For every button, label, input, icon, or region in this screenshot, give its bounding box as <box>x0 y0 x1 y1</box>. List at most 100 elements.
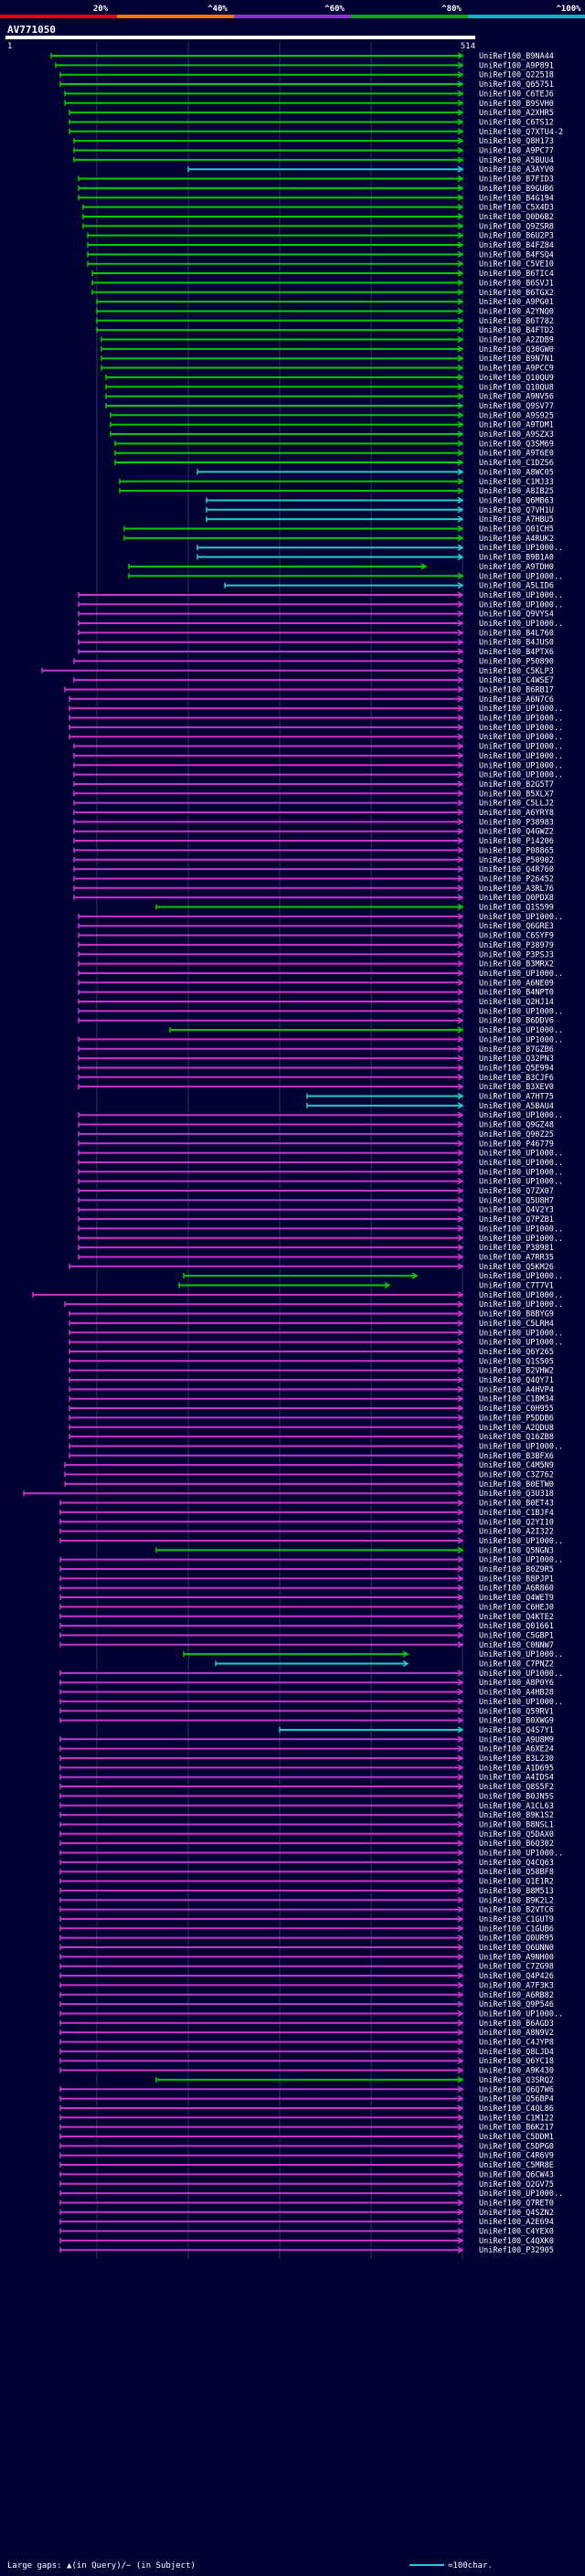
hit-label[interactable]: UniRef100_UP1000.. <box>479 1442 563 1451</box>
hit-label[interactable]: UniRef100_A9P891 <box>479 61 554 70</box>
hit-row[interactable]: UniRef100_A2E694 <box>59 2218 554 2227</box>
hit-row[interactable]: UniRef100_C1GUB6 <box>59 1924 554 1934</box>
hit-row[interactable]: UniRef100_Q5E994 <box>78 1064 554 1073</box>
hit-row[interactable]: UniRef100_C0H955 <box>69 1405 554 1414</box>
hit-label[interactable]: UniRef100_Q8LJD4 <box>479 2048 554 2057</box>
hit-label[interactable]: UniRef100_Q4P426 <box>479 1972 554 1981</box>
hit-row[interactable]: UniRef100_B2VTC6 <box>59 1906 554 1915</box>
hit-row[interactable]: UniRef100_Q0PDX8 <box>73 894 554 903</box>
hit-label[interactable]: UniRef100_UP1000.. <box>479 724 563 733</box>
hit-row[interactable]: UniRef100_Q8LJD4 <box>59 2048 554 2057</box>
hit-label[interactable]: UniRef100_Q6UNN0 <box>479 1944 554 1953</box>
hit-row[interactable]: UniRef100_B7GZB6 <box>78 1045 554 1055</box>
hit-row[interactable]: UniRef100_C0NNW7 <box>59 1641 554 1650</box>
hit-label[interactable]: UniRef100_A3RL76 <box>479 885 554 894</box>
hit-label[interactable]: UniRef100_Q4V2Y3 <box>479 1206 554 1215</box>
hit-row[interactable]: UniRef100_P38981 <box>78 1244 554 1253</box>
hit-label[interactable]: UniRef100_C5LRH4 <box>479 1320 554 1329</box>
hit-row[interactable]: UniRef100_B0ETW0 <box>64 1480 554 1489</box>
hit-label[interactable]: UniRef100_B4FTD2 <box>479 326 554 335</box>
hit-row[interactable]: UniRef100_A9PG01 <box>96 298 554 307</box>
hit-row[interactable]: UniRef100_UP1000.. <box>73 752 563 761</box>
hit-row[interactable]: UniRef100_Q4SZN2 <box>59 2209 554 2218</box>
hit-row[interactable]: UniRef100_B6SVJ1 <box>91 279 554 288</box>
hit-label[interactable]: UniRef100_A2I322 <box>479 1528 554 1537</box>
hit-row[interactable]: UniRef100_Q7RET0 <box>59 2199 554 2208</box>
hit-row[interactable]: UniRef100_P26452 <box>73 875 554 884</box>
hit-row[interactable]: UniRef100_C7PNZ2 <box>215 1660 554 1670</box>
hit-row[interactable]: UniRef100_P3PSJ3 <box>78 950 554 959</box>
hit-row[interactable]: UniRef100_Q65751 <box>59 80 554 90</box>
hit-row[interactable]: UniRef100_B6Q302 <box>59 1839 554 1849</box>
hit-row[interactable]: UniRef100_A9PCC9 <box>101 365 554 374</box>
hit-label[interactable]: UniRef100_Q5DAX0 <box>479 1830 554 1839</box>
hit-row[interactable]: UniRef100_UP1000.. <box>69 733 563 742</box>
hit-label[interactable]: UniRef100_Q58BF8 <box>479 1868 554 1877</box>
hit-label[interactable]: UniRef100_C6TEJ6 <box>479 90 554 99</box>
hit-label[interactable]: UniRef100_B0ET43 <box>479 1500 554 1509</box>
hit-label[interactable]: UniRef100_P38981 <box>479 1244 554 1253</box>
hit-label[interactable]: UniRef100_A8IB25 <box>479 487 554 496</box>
hit-row[interactable]: UniRef100_B4FSQ4 <box>87 250 554 260</box>
hit-label[interactable]: UniRef100_UP1000.. <box>479 1168 563 1177</box>
hit-row[interactable]: UniRef100_A9TDH0 <box>128 563 554 572</box>
hit-label[interactable]: UniRef100_B6AGD3 <box>479 2019 554 2029</box>
hit-label[interactable]: UniRef100_UP1000.. <box>479 1698 563 1707</box>
hit-label[interactable]: UniRef100_A5LID6 <box>479 582 554 591</box>
hit-label[interactable]: UniRef100_Q6Y265 <box>479 1348 554 1357</box>
hit-label[interactable]: UniRef100_Q8H173 <box>479 137 554 146</box>
hit-row[interactable]: UniRef100_B8NSL1 <box>59 1820 554 1829</box>
hit-row[interactable]: UniRef100_Q4V2Y3 <box>78 1206 554 1215</box>
hit-label[interactable]: UniRef100_B6T782 <box>479 317 554 326</box>
hit-label[interactable]: UniRef100_B4G194 <box>479 194 554 203</box>
hit-row[interactable]: UniRef100_Q30GW0 <box>101 345 554 355</box>
hit-label[interactable]: UniRef100_Q0PDX8 <box>479 894 554 903</box>
hit-label[interactable]: UniRef100_Q4CQ63 <box>479 1859 554 1868</box>
hit-row[interactable]: UniRef100_B4JUS0 <box>78 639 554 648</box>
hit-row[interactable]: UniRef100_UP1000.. <box>73 771 563 780</box>
hit-label[interactable]: UniRef100_B8M513 <box>479 1887 554 1896</box>
hit-row[interactable]: UniRef100_Q7PZB1 <box>78 1215 554 1224</box>
hit-label[interactable]: UniRef100_Q0UR95 <box>479 1935 554 1944</box>
hit-row[interactable]: UniRef100_C7T7V1 <box>178 1282 554 1291</box>
hit-label[interactable]: UniRef100_Q9P546 <box>479 2000 554 2009</box>
hit-row[interactable]: UniRef100_A9T6E0 <box>114 450 554 459</box>
hit-label[interactable]: UniRef100_C1DZS6 <box>479 459 554 468</box>
hit-row[interactable]: UniRef100_Q9VYS4 <box>78 610 554 620</box>
hit-row[interactable]: UniRef100_Q9ZSR8 <box>82 222 554 231</box>
hit-row[interactable]: UniRef100_UP1000.. <box>169 1026 563 1035</box>
hit-label[interactable]: UniRef100_B9N7N1 <box>479 355 554 364</box>
hit-row[interactable]: UniRef100_UP1000.. <box>183 1650 563 1659</box>
hit-label[interactable]: UniRef100_A9PC77 <box>479 147 554 156</box>
hit-label[interactable]: UniRef100_C7PNZ2 <box>479 1660 554 1670</box>
hit-label[interactable]: UniRef100_A9NH00 <box>479 1953 554 1962</box>
hit-label[interactable]: UniRef100_C1GUB6 <box>479 1924 554 1934</box>
hit-row[interactable]: UniRef100_Q01661 <box>59 1622 554 1631</box>
hit-row[interactable]: UniRef100_B2G5T7 <box>73 780 554 790</box>
hit-row[interactable]: UniRef100_UP1000.. <box>69 705 563 714</box>
hit-label[interactable]: UniRef100_A2E694 <box>479 2218 554 2227</box>
hit-label[interactable]: UniRef100_B2G5T7 <box>479 780 554 790</box>
hit-label[interactable]: UniRef100_A3AYV0 <box>479 165 554 175</box>
hit-row[interactable]: UniRef100_Q8S5F2 <box>59 1783 554 1792</box>
hit-row[interactable]: UniRef100_Q6GRE3 <box>78 922 554 931</box>
hit-label[interactable]: UniRef100_UP1000.. <box>479 1850 563 1859</box>
hit-row[interactable]: UniRef100_Q4WET9 <box>59 1594 554 1603</box>
hit-row[interactable]: UniRef100_P32905 <box>59 2246 554 2255</box>
hit-row[interactable]: UniRef100_UP1000.. <box>59 1670 563 1679</box>
hit-label[interactable]: UniRef100_B6SVJ1 <box>479 279 554 288</box>
hit-row[interactable]: UniRef100_B0JN5S <box>59 1792 554 1801</box>
hit-label[interactable]: UniRef100_B8BYG9 <box>479 1310 554 1320</box>
hit-label[interactable]: UniRef100_B6Q302 <box>479 1839 554 1849</box>
hit-label[interactable]: UniRef100_Q4QY71 <box>479 1376 554 1385</box>
hit-row[interactable]: UniRef100_B8M513 <box>59 1887 554 1896</box>
hit-label[interactable]: UniRef100_A7RR35 <box>479 1253 554 1262</box>
hit-row[interactable]: UniRef100_B3CJF6 <box>78 1074 554 1083</box>
hit-row[interactable]: UniRef100_B3MRX2 <box>78 960 554 970</box>
hit-row[interactable]: UniRef100_UP1000.. <box>78 1235 563 1244</box>
hit-label[interactable]: UniRef100_Q59RV1 <box>479 1707 554 1716</box>
hit-row[interactable]: UniRef100_A9U8M9 <box>59 1735 554 1744</box>
hit-label[interactable]: UniRef100_B6RB17 <box>479 685 554 694</box>
hit-label[interactable]: UniRef100_A5BAU4 <box>479 1102 554 1111</box>
hit-row[interactable]: UniRef100_B9SVH0 <box>64 100 554 109</box>
